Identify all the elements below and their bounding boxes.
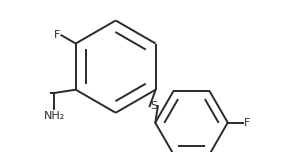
Text: NH₂: NH₂ [44, 111, 65, 121]
Text: S: S [150, 101, 157, 111]
Text: F: F [54, 30, 60, 40]
Text: F: F [244, 118, 250, 128]
